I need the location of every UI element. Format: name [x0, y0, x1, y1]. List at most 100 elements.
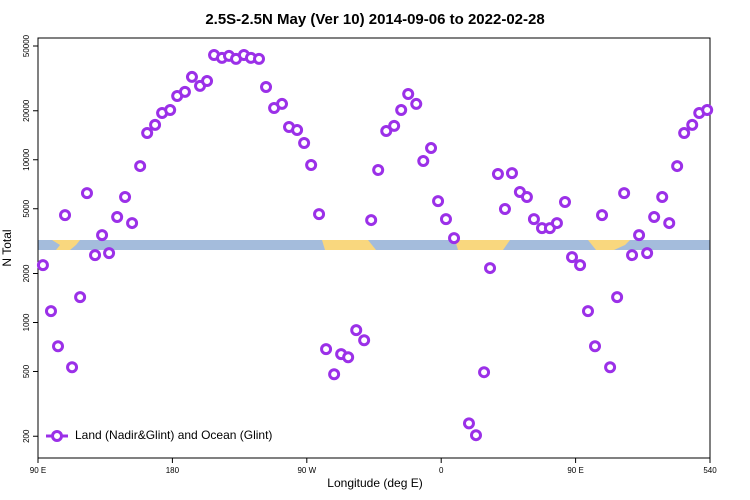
- plot-frame: [37, 37, 711, 459]
- data-point: [305, 158, 318, 171]
- data-point: [663, 217, 676, 230]
- x-tick-label: 90 E: [30, 466, 46, 475]
- data-point: [633, 229, 646, 242]
- data-point: [656, 191, 669, 204]
- data-point: [520, 191, 533, 204]
- data-point: [581, 305, 594, 318]
- legend-marker: [51, 430, 63, 442]
- data-point: [372, 164, 385, 177]
- data-point: [498, 203, 511, 216]
- data-point: [36, 259, 49, 272]
- data-point: [611, 291, 624, 304]
- data-point: [313, 208, 326, 221]
- data-point: [365, 214, 378, 227]
- data-point: [380, 124, 393, 137]
- x-tick-label: 90 E: [567, 466, 583, 475]
- data-point: [141, 127, 154, 140]
- y-tick-label: 20000: [22, 99, 31, 122]
- data-point: [320, 343, 333, 356]
- data-point: [550, 217, 563, 230]
- data-point: [491, 168, 504, 181]
- y-tick-label: 1000: [22, 313, 31, 331]
- data-point: [425, 142, 438, 155]
- y-tick-label: 2000: [22, 264, 31, 282]
- data-point: [395, 103, 408, 116]
- x-tick-label: 540: [703, 466, 717, 475]
- y-tick-label: 10000: [22, 148, 31, 171]
- y-tick-label: 500: [22, 364, 31, 378]
- data-point: [402, 87, 415, 100]
- data-point: [678, 127, 691, 140]
- data-point: [478, 366, 491, 379]
- land-ocean-band: [38, 240, 710, 250]
- data-point: [432, 195, 445, 208]
- data-point: [358, 334, 371, 347]
- chart-title: 2.5S-2.5N May (Ver 10) 2014-09-06 to 202…: [205, 11, 544, 28]
- data-point: [74, 291, 87, 304]
- data-point: [417, 155, 430, 168]
- data-point: [410, 97, 423, 110]
- data-point: [469, 429, 482, 442]
- data-point: [298, 136, 311, 149]
- data-point: [388, 119, 401, 132]
- data-point: [462, 417, 475, 430]
- data-point: [260, 80, 273, 93]
- data-point: [44, 305, 57, 318]
- data-point: [201, 74, 214, 87]
- data-point: [604, 361, 617, 374]
- data-point: [59, 209, 72, 222]
- y-tick-label: 5000: [22, 199, 31, 217]
- y-tick-label: 50000: [22, 34, 31, 57]
- land-strip: [322, 240, 376, 250]
- data-point: [574, 259, 587, 272]
- data-point: [701, 103, 714, 116]
- x-axis-label: Longitude (deg E): [327, 476, 422, 490]
- data-point: [291, 123, 304, 136]
- land-strip: [455, 240, 510, 250]
- data-point: [626, 249, 639, 262]
- data-point: [641, 247, 654, 260]
- y-axis-label: N Total: [0, 229, 14, 266]
- data-point: [566, 251, 579, 264]
- x-tick-label: 90 W: [297, 466, 316, 475]
- land-strip: [588, 240, 630, 250]
- data-point: [484, 262, 497, 275]
- x-tick-label: 180: [166, 466, 180, 475]
- data-point: [126, 217, 139, 230]
- data-point: [527, 213, 540, 226]
- land-strip: [52, 240, 80, 250]
- data-point: [253, 52, 266, 65]
- data-point: [328, 368, 341, 381]
- data-point: [178, 85, 191, 98]
- data-point: [185, 70, 198, 83]
- data-point: [342, 351, 355, 364]
- data-point: [671, 160, 684, 173]
- legend-label: Land (Nadir&Glint) and Ocean (Glint): [75, 428, 272, 442]
- data-point: [103, 247, 116, 260]
- data-point: [558, 196, 571, 209]
- data-point: [686, 118, 699, 131]
- data-point: [589, 340, 602, 353]
- ocean-strip: [38, 240, 710, 250]
- data-point: [618, 187, 631, 200]
- data-point: [448, 232, 461, 245]
- data-point: [89, 249, 102, 262]
- data-point: [80, 187, 93, 200]
- data-point: [111, 211, 124, 224]
- data-point: [505, 167, 518, 180]
- data-point: [66, 361, 79, 374]
- data-point: [119, 191, 132, 204]
- x-tick-label: 0: [439, 466, 444, 475]
- data-point: [164, 103, 177, 116]
- data-point: [648, 211, 661, 224]
- data-point: [149, 118, 162, 131]
- data-point: [276, 97, 289, 110]
- data-point: [134, 160, 147, 173]
- data-point: [439, 213, 452, 226]
- y-tick-label: 200: [22, 429, 31, 443]
- data-point: [350, 324, 363, 337]
- data-point: [596, 209, 609, 222]
- data-point: [52, 340, 65, 353]
- data-point: [96, 229, 109, 242]
